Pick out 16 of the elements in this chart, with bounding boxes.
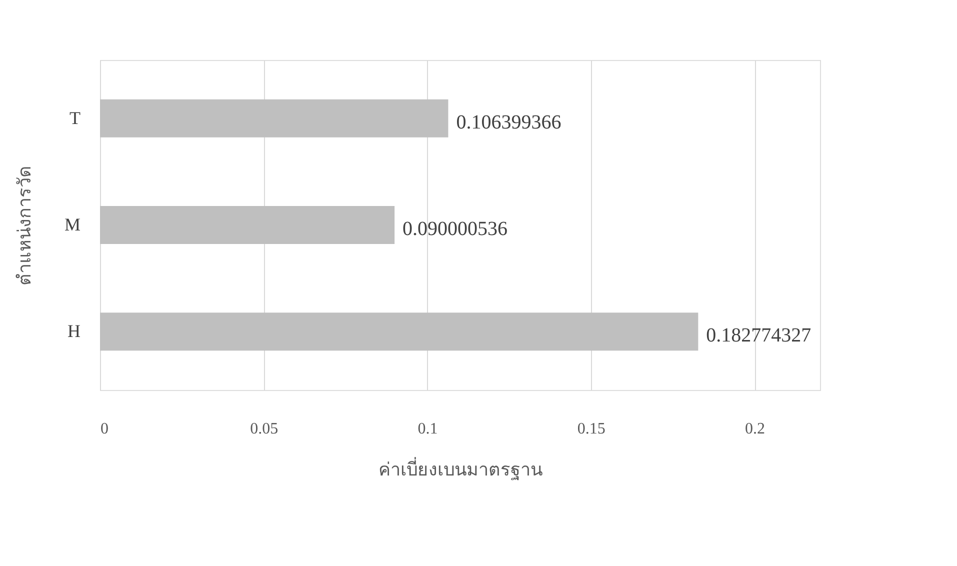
bar (100, 312, 698, 351)
x-tick-label: 0 (100, 420, 108, 438)
data-label: 0.182774327 (706, 324, 812, 347)
y-tick-label: M (64, 214, 80, 234)
y-tick-label: T (70, 108, 80, 128)
data-label: 0.090000536 (402, 218, 508, 240)
x-tick-label: 0.2 (745, 420, 766, 438)
bar (100, 99, 448, 138)
x-tick-label: 0.05 (250, 420, 278, 438)
x-tick-label: 0.1 (418, 420, 438, 438)
y-tick-label: H (68, 321, 80, 342)
x-axis-title: ค่าเบี่ยงเบนมาตรฐาน (378, 456, 542, 480)
data-label: 0.106399366 (456, 111, 562, 134)
bar (100, 206, 395, 244)
y-axis-title: ตำแหน่งการวัด (14, 166, 34, 286)
x-tick-label: 0.15 (577, 420, 606, 438)
